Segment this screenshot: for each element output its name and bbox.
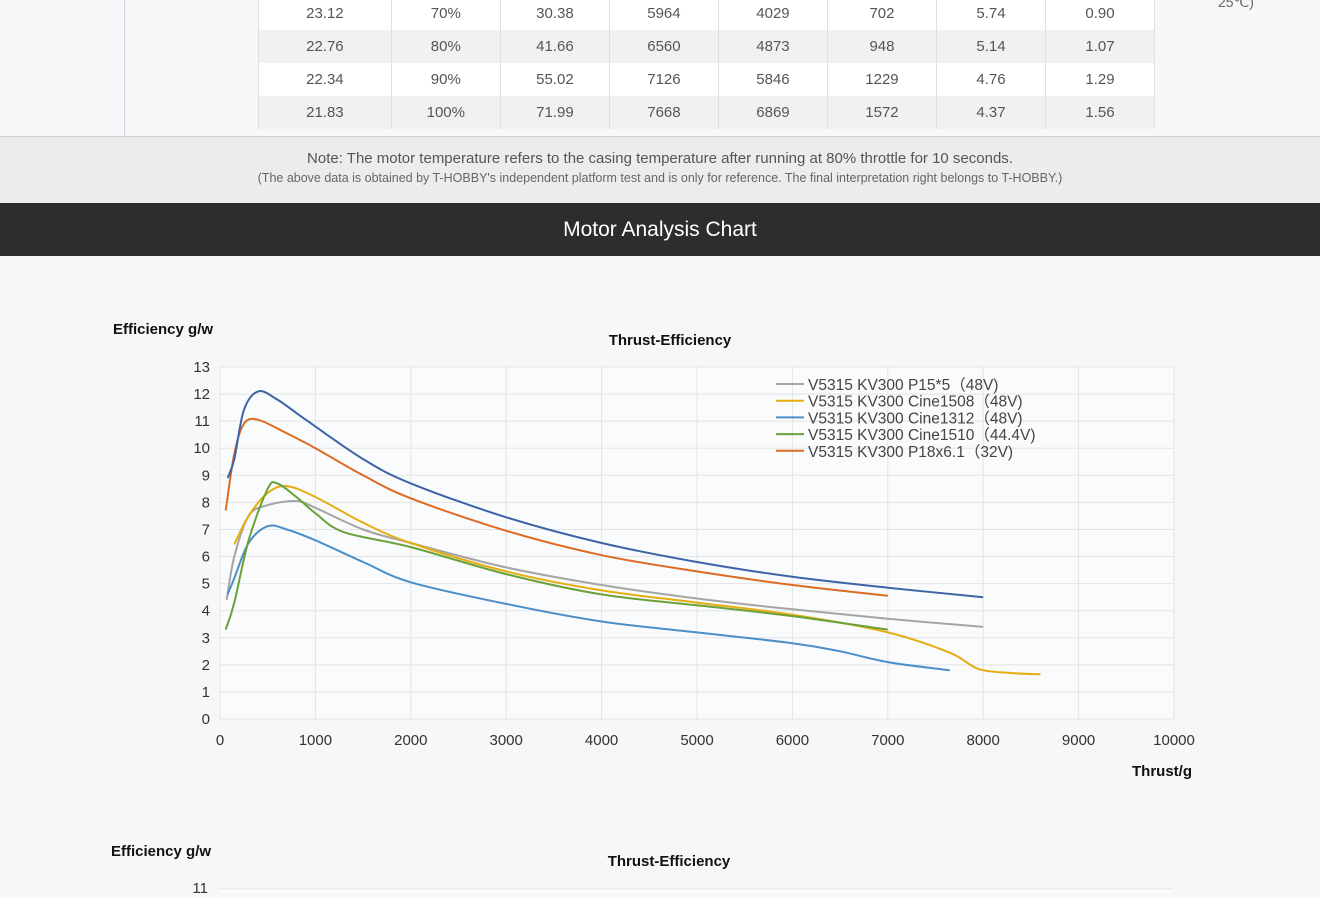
y-tick-label: 13 bbox=[193, 359, 210, 376]
table-row: 22.34 90% 55.02 7126 5846 1229 4.76 1.29 bbox=[258, 63, 1156, 96]
chart-2-y-tick-label: 11 bbox=[192, 880, 208, 893]
table-cell: 0.90 bbox=[1045, 0, 1156, 30]
test-data-table-area: 23.12 70% 30.38 5964 4029 702 5.74 0.90 22.76 80%… bbox=[0, 0, 1320, 136]
table-cell: 70% bbox=[391, 0, 501, 30]
y-tick-label: 4 bbox=[202, 603, 210, 620]
legend-entry: V5315 KV300 P15*5（48V) bbox=[808, 377, 998, 394]
series-line bbox=[224, 417, 888, 597]
x-tick-label: 10000 bbox=[1153, 732, 1195, 749]
table-cell: 5964 bbox=[609, 0, 719, 30]
note-line-2: (The above data is obtained by T-HOBBY's… bbox=[257, 171, 1063, 185]
table-cell: 702 bbox=[827, 0, 937, 30]
y-tick-label: 0 bbox=[202, 711, 210, 728]
table-cell: 6869 bbox=[718, 96, 828, 129]
legend-entry: V5315 KV300 Cine1510（44.4V) bbox=[808, 427, 1036, 444]
table-row: 21.83 100% 71.99 7668 6869 1572 4.37 1.56 bbox=[258, 96, 1156, 129]
table-cell: 4873 bbox=[718, 30, 828, 63]
section-title: Motor Analysis Chart bbox=[563, 218, 757, 241]
note-line-1: Note: The motor temperature refers to th… bbox=[307, 150, 1013, 167]
x-tick-label: 9000 bbox=[1062, 732, 1095, 749]
x-tick-label: 4000 bbox=[585, 732, 618, 749]
charts-area: 0 1 2 3 4 5 6 7 8 9 10 11 12 13 0 1000 2000 3000 4000 5000 6… bbox=[0, 256, 1320, 898]
table-cell: 22.76 bbox=[258, 30, 392, 63]
table-cell: 948 bbox=[827, 30, 937, 63]
y-tick-label: 6 bbox=[202, 549, 210, 566]
table-cell: 80% bbox=[391, 30, 501, 63]
y-tick-label: 3 bbox=[202, 630, 210, 647]
table-cell: 30.38 bbox=[500, 0, 610, 30]
table-cell: 5846 bbox=[718, 63, 828, 96]
x-tick-label: 5000 bbox=[680, 732, 713, 749]
legend-entry: V5315 KV300 P18x6.1（32V) bbox=[808, 444, 1013, 461]
table-cell: 100% bbox=[391, 96, 501, 129]
table-cell: 1.29 bbox=[1045, 63, 1156, 96]
table-cell: 4029 bbox=[718, 0, 828, 30]
table-cell: 90% bbox=[391, 63, 501, 96]
table-cell: 1229 bbox=[827, 63, 937, 96]
table-cell: 5.74 bbox=[936, 0, 1046, 30]
table-cell: 5.14 bbox=[936, 30, 1046, 63]
test-data-table: 23.12 70% 30.38 5964 4029 702 5.74 0.90 22.76 80%… bbox=[258, 0, 1156, 129]
x-tick-label: 3000 bbox=[490, 732, 523, 749]
table-cell: 6560 bbox=[609, 30, 719, 63]
table-cell: 22.34 bbox=[258, 63, 392, 96]
chart-title: Thrust-Efficiency bbox=[609, 332, 732, 349]
y-tick-label: 5 bbox=[202, 576, 210, 593]
note-panel: Note: The motor temperature refers to th… bbox=[0, 136, 1320, 204]
table-cell: 55.02 bbox=[500, 63, 610, 96]
x-tick-label: 8000 bbox=[967, 732, 1000, 749]
x-tick-label: 7000 bbox=[871, 732, 904, 749]
table-row: 23.12 70% 30.38 5964 4029 702 5.74 0.90 bbox=[258, 0, 1156, 30]
x-tick-label: 2000 bbox=[394, 732, 427, 749]
legend-entry: V5315 KV300 Cine1508（48V) bbox=[808, 394, 1023, 411]
y-tick-label: 7 bbox=[202, 521, 210, 538]
y-tick-label: 8 bbox=[202, 494, 210, 511]
table-cell: 21.83 bbox=[258, 96, 392, 129]
cut-off-header-text: 25℃) bbox=[1218, 0, 1254, 10]
table-cell: 7126 bbox=[609, 63, 719, 96]
table-cell: 71.99 bbox=[500, 96, 610, 129]
x-tick-label: 6000 bbox=[776, 732, 809, 749]
table-cell: 4.76 bbox=[936, 63, 1046, 96]
x-tick-label: 0 bbox=[216, 732, 224, 749]
y-tick-label: 2 bbox=[202, 657, 210, 674]
y-tick-label: 11 bbox=[194, 413, 210, 430]
table-cell: 41.66 bbox=[500, 30, 610, 63]
table-divider bbox=[124, 0, 125, 136]
table-cell: 23.12 bbox=[258, 0, 392, 30]
y-tick-label: 12 bbox=[193, 386, 210, 403]
table-cell: 1.07 bbox=[1045, 30, 1156, 63]
table-cell: 1572 bbox=[827, 96, 937, 129]
chart-2-plot-area bbox=[218, 889, 1173, 898]
table-cell: 4.37 bbox=[936, 96, 1046, 129]
legend-entry: V5315 KV300 Cine1312（48V) bbox=[808, 410, 1023, 427]
section-title-bar: Motor Analysis Chart bbox=[0, 203, 1320, 256]
x-tick-label: 1000 bbox=[299, 732, 332, 749]
table-cell: 1.56 bbox=[1045, 96, 1156, 129]
x-axis-label: Thrust/g bbox=[1132, 763, 1192, 780]
chart-2-title: Thrust-Efficiency bbox=[608, 853, 731, 870]
y-tick-label: 10 bbox=[193, 440, 210, 457]
y-axis-label: Efficiency g/w bbox=[113, 321, 213, 338]
series-line bbox=[226, 524, 950, 672]
series-line bbox=[224, 481, 888, 631]
chart-2-y-axis-label: Efficiency g/w bbox=[111, 843, 211, 860]
series-line bbox=[226, 390, 984, 599]
y-tick-label: 1 bbox=[202, 684, 210, 701]
table-row: 22.76 80% 41.66 6560 4873 948 5.14 1.07 bbox=[258, 30, 1156, 63]
table-cell: 7668 bbox=[609, 96, 719, 129]
y-tick-label: 9 bbox=[202, 467, 210, 484]
